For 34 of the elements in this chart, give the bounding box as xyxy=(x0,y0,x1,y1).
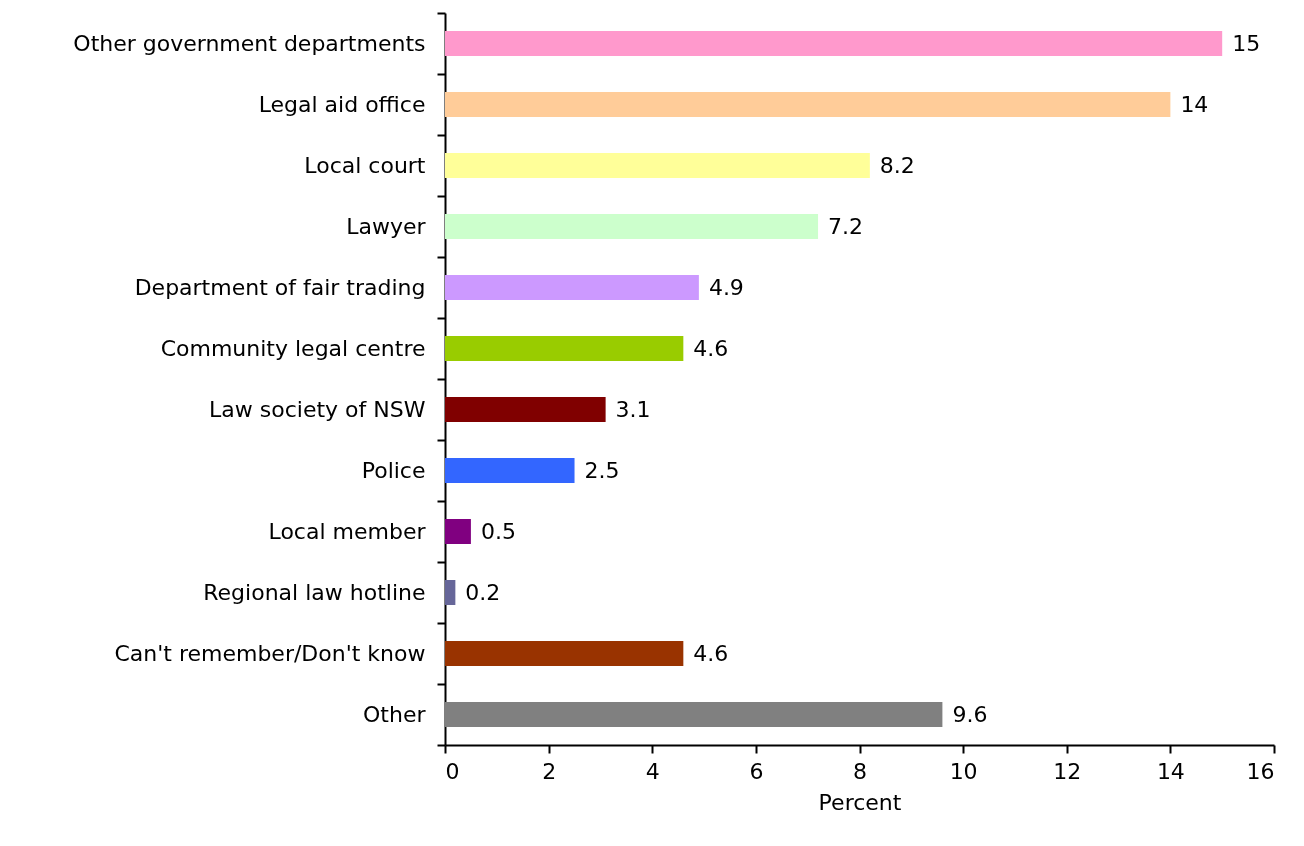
y-tick-label: Other xyxy=(363,702,427,727)
data-label: 9.6 xyxy=(952,701,988,727)
y-tick-label: Local court xyxy=(304,153,426,178)
x-tick-label: 0 xyxy=(445,758,460,784)
y-tick-label: Can't remember/Don't know xyxy=(114,641,426,666)
y-tick-label: Other government departments xyxy=(73,31,426,56)
x-tick-label: 8 xyxy=(853,758,867,784)
y-tick-label: Department of fair trading xyxy=(134,275,426,300)
data-label: 2.5 xyxy=(584,457,620,483)
y-tick-label: Legal aid office xyxy=(258,92,426,117)
data-label: 14 xyxy=(1180,91,1209,117)
data-label: 15 xyxy=(1232,30,1261,56)
x-tick-label: 16 xyxy=(1246,758,1275,784)
data-label: 4.6 xyxy=(693,335,729,361)
data-label: 4.6 xyxy=(693,640,729,666)
data-label: 3.1 xyxy=(615,396,651,422)
y-tick-label: Police xyxy=(361,458,426,483)
data-label: 0.2 xyxy=(465,579,501,605)
x-tick-label: 14 xyxy=(1156,758,1185,784)
y-tick-label: Local member xyxy=(268,519,427,544)
x-tick-label: 12 xyxy=(1053,758,1082,784)
data-label: 7.2 xyxy=(828,213,864,239)
y-tick-label: Regional law hotline xyxy=(203,580,426,605)
x-tick-label: 2 xyxy=(542,758,557,784)
x-tick-label: 4 xyxy=(645,758,660,784)
data-label: 4.9 xyxy=(708,274,744,300)
y-tick-label: Lawyer xyxy=(346,214,427,239)
data-label: 8.2 xyxy=(879,152,915,178)
x-tick-label: 6 xyxy=(749,758,764,784)
x-tick-label: 10 xyxy=(949,758,978,784)
data-label: 0.5 xyxy=(480,518,516,544)
y-tick-label: Law society of NSW xyxy=(209,397,426,422)
y-tick-label: Community legal centre xyxy=(160,336,426,361)
x-axis-title: Percent xyxy=(818,789,902,815)
